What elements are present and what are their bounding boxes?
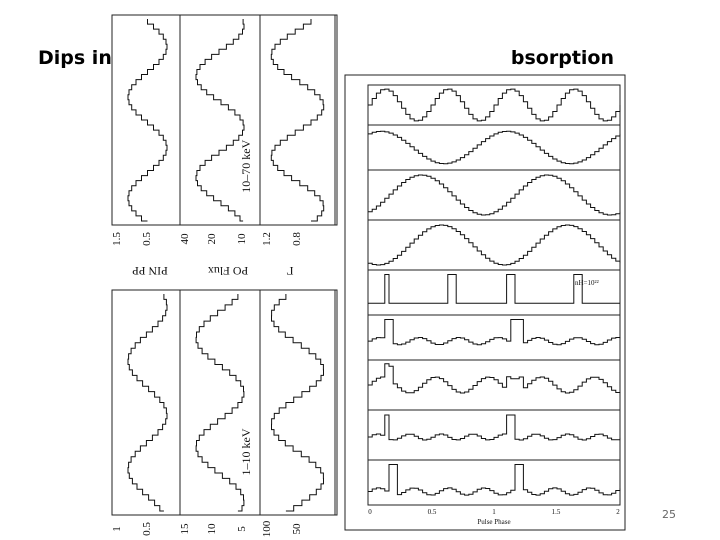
trace	[368, 363, 621, 394]
tick-label: 40	[179, 233, 191, 245]
figure-frame	[111, 289, 338, 516]
tick-label: 1.2	[261, 232, 273, 246]
trace	[368, 174, 621, 216]
panel	[367, 124, 621, 171]
tick-label: 10	[236, 233, 248, 245]
trace	[127, 19, 168, 222]
title-right: bsorption	[511, 47, 614, 69]
x-tick-label: 1	[492, 508, 496, 516]
x-tick-label: 1.5	[552, 508, 561, 516]
tick-label: 50	[291, 523, 303, 535]
trace	[271, 294, 324, 512]
panel	[367, 459, 621, 506]
panel	[367, 359, 621, 411]
tick-label: 0.5	[141, 232, 153, 246]
trace	[368, 319, 621, 346]
tick-label: 0.8	[291, 232, 303, 246]
tick-label: 1	[111, 526, 123, 532]
panel	[367, 269, 621, 316]
trace	[368, 224, 621, 266]
trace	[368, 130, 621, 165]
x-tick-label: 0	[368, 508, 372, 516]
tick-label: 0.5	[141, 522, 153, 536]
panel	[367, 409, 621, 461]
trace	[127, 294, 168, 512]
tick-label: 5	[236, 526, 248, 532]
annotation: nH=10²²	[575, 279, 599, 287]
trace	[368, 88, 621, 122]
energy-label: 10–70 keV	[239, 139, 253, 192]
trace	[195, 294, 245, 512]
page-number: 25	[662, 508, 676, 521]
axis-label: PIN PP	[132, 264, 168, 278]
trace	[368, 414, 621, 441]
trace	[368, 274, 620, 304]
figure-frame	[111, 14, 338, 226]
x-axis-label: Pulse Phase	[477, 518, 510, 526]
tick-label: 100	[261, 520, 273, 537]
trace	[195, 19, 245, 222]
tick-label: 15	[179, 523, 191, 535]
title-left: Dips in	[38, 47, 112, 69]
tick-label: 1.5	[111, 232, 123, 246]
trace	[270, 19, 325, 222]
energy-label: 1–10 keV	[239, 428, 253, 475]
trace	[368, 464, 621, 496]
axis-label: PO Flux	[208, 264, 248, 278]
tick-label: 10	[206, 523, 218, 535]
axis-label: Γ	[286, 264, 293, 278]
tick-label: 20	[206, 233, 218, 245]
x-tick-label: 2	[616, 508, 620, 516]
x-tick-label: 0.5	[428, 508, 437, 516]
